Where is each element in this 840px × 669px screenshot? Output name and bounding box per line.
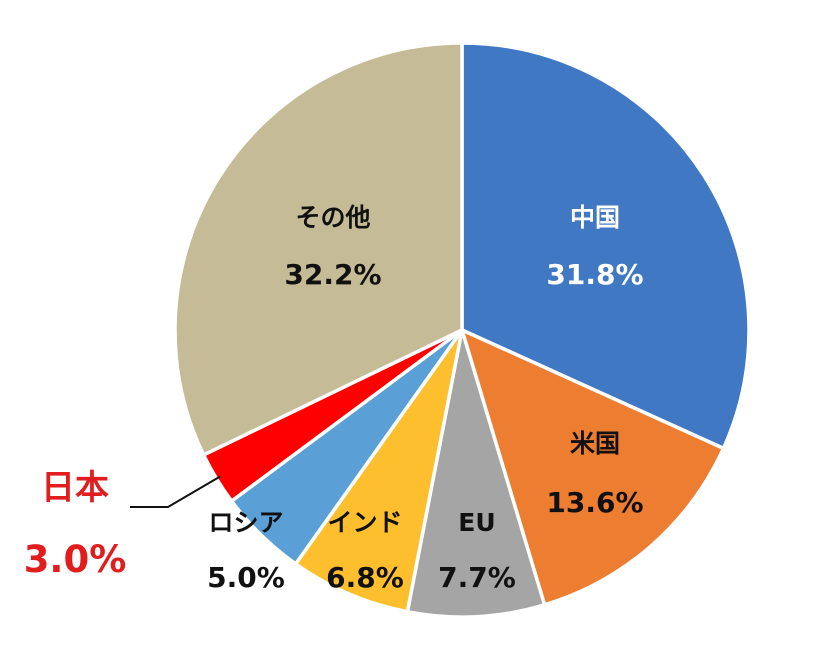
slice-value-label-3: 6.8% <box>326 561 404 594</box>
slice-name-label-0: 中国 <box>570 203 620 232</box>
slice-name-label-5: 日本 <box>41 468 109 508</box>
slice-name-label-2: EU <box>458 508 495 537</box>
slice-value-label-0: 31.8% <box>546 258 643 291</box>
slice-name-label-3: インド <box>327 508 402 537</box>
slice-value-label-1: 13.6% <box>546 486 643 519</box>
leader-line <box>130 475 221 508</box>
slice-value-label-4: 5.0% <box>207 561 285 594</box>
slice-name-label-4: ロシア <box>208 508 283 537</box>
pie-slice-1 <box>460 328 726 607</box>
pie-slice-6 <box>173 41 464 457</box>
slice-name-label-6: その他 <box>295 203 370 232</box>
pie-slice-0 <box>460 41 751 451</box>
pie-slice-2 <box>405 328 547 619</box>
slice-value-label-5: 3.0% <box>24 538 127 581</box>
slice-value-label-2: 7.7% <box>438 561 516 594</box>
slice-value-label-6: 32.2% <box>284 258 381 291</box>
pie-slice-3 <box>293 328 464 614</box>
slice-name-label-1: 米国 <box>570 429 620 458</box>
